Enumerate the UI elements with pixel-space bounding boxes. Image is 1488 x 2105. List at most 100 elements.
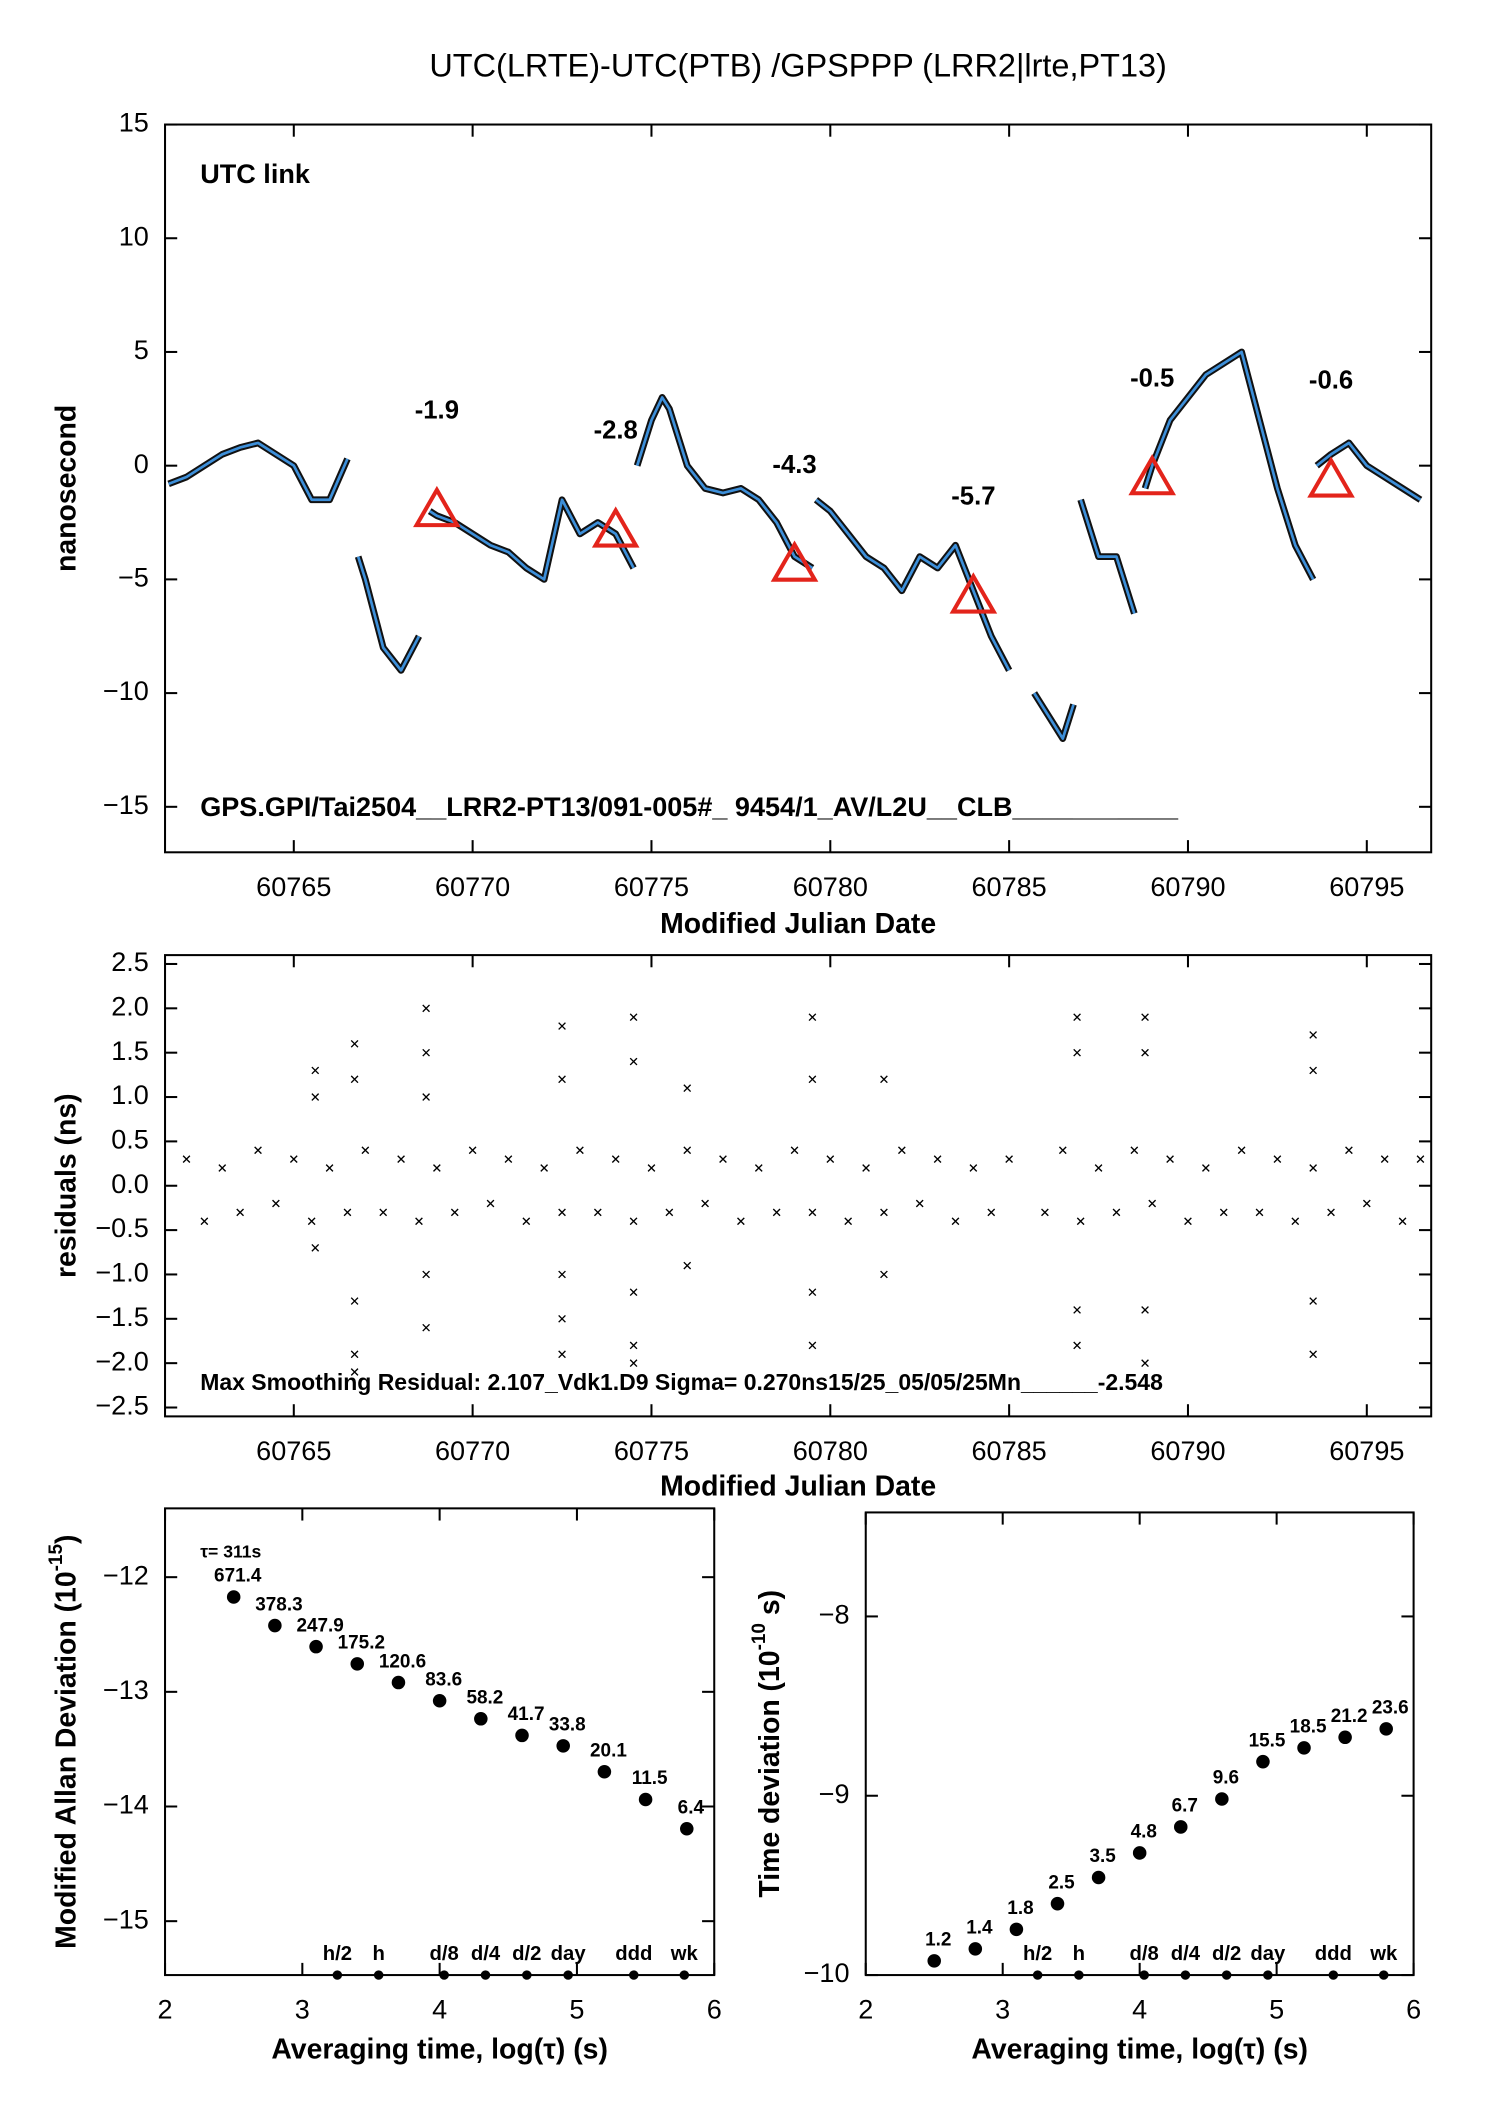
value-label: 1.2 <box>925 1930 951 1951</box>
chart-title: UTC(LRTE)-UTC(PTB) /GPSPPP (LRR2|lrte,PT… <box>429 47 1167 83</box>
point <box>1309 1031 1318 1039</box>
x-axis-label: Averaging time, log(τ) (s) <box>971 2033 1308 2065</box>
point <box>790 1146 799 1155</box>
point <box>629 1013 638 1022</box>
time-mark <box>522 1970 532 1980</box>
point <box>597 1764 612 1779</box>
y-axis-label-text: Time deviation (10 <box>754 1650 786 1897</box>
x-tick-label: 60785 <box>972 872 1047 902</box>
y-axis-label: nanosecond <box>50 405 82 572</box>
point <box>422 1093 430 1101</box>
point <box>343 1208 352 1217</box>
y-tick-label: −2.5 <box>95 1391 148 1421</box>
time-mark-label: d/2 <box>1212 1943 1241 1965</box>
y-tick-label: 0.5 <box>111 1125 149 1155</box>
point <box>933 1155 942 1163</box>
point <box>647 1164 656 1172</box>
x-axis-label: Modified Julian Date <box>660 1471 936 1503</box>
x-tick-label: 60770 <box>435 1436 510 1466</box>
time-mark <box>1032 1970 1043 1980</box>
value-label: 15.5 <box>1249 1730 1286 1751</box>
point <box>311 1066 320 1075</box>
point <box>433 1164 441 1172</box>
point <box>629 1217 638 1226</box>
point <box>826 1155 835 1163</box>
point <box>504 1155 513 1163</box>
point <box>1130 1146 1139 1155</box>
point <box>808 1013 817 1022</box>
value-label: 33.8 <box>549 1715 586 1736</box>
y-tick-label: −10 <box>103 676 149 706</box>
point <box>1398 1217 1407 1226</box>
point <box>1273 1155 1282 1163</box>
point <box>1073 1306 1081 1314</box>
point <box>486 1199 495 1208</box>
x-tick-label: 60780 <box>793 1436 868 1466</box>
x-tick-label: 2 <box>858 1995 873 2025</box>
marker-label: -1.9 <box>415 396 459 424</box>
time-mark-label: day <box>1250 1943 1286 1965</box>
x-tick-label: 60775 <box>614 1436 689 1466</box>
x-axis-label: Modified Julian Date <box>660 908 936 940</box>
y-tick-label: −13 <box>103 1675 149 1705</box>
value-label: 4.8 <box>1131 1822 1157 1843</box>
point <box>1094 1164 1103 1172</box>
point <box>683 1261 692 1270</box>
value-label: 247.9 <box>296 1615 343 1636</box>
point <box>1041 1208 1049 1217</box>
point <box>350 1368 359 1376</box>
value-label: 58.2 <box>466 1687 503 1708</box>
point <box>515 1728 529 1743</box>
point <box>422 1323 430 1332</box>
x-tick-label: 60795 <box>1329 872 1404 902</box>
plot-frame <box>164 954 1433 1418</box>
y-tick-label: 5 <box>134 335 149 365</box>
point <box>1073 1013 1081 1022</box>
point <box>254 1146 262 1155</box>
value-label: 11.5 <box>632 1768 668 1789</box>
y-tick-label: 0 <box>134 449 149 479</box>
point <box>361 1146 370 1155</box>
x-tick-label: 60790 <box>1150 872 1225 902</box>
time-mark <box>480 1970 491 1980</box>
x-tick-label: 6 <box>707 1995 722 2025</box>
y-tick-label: −1.0 <box>95 1258 148 1288</box>
time-mark <box>1074 1970 1084 1980</box>
marker-label: -5.7 <box>951 483 995 511</box>
y-tick-label: 0.0 <box>111 1169 149 1199</box>
y-axis-label: residuals (ns) <box>50 1093 82 1278</box>
point <box>1215 1792 1229 1806</box>
point <box>754 1164 763 1172</box>
point <box>540 1164 549 1172</box>
point <box>1362 1199 1371 1208</box>
point <box>1327 1208 1335 1217</box>
annotation: τ= 311s <box>200 1542 261 1562</box>
x-tick-label: 60765 <box>256 872 331 902</box>
point <box>719 1155 727 1163</box>
point <box>556 1739 570 1753</box>
point <box>1132 1846 1147 1860</box>
point <box>1184 1217 1192 1226</box>
point <box>969 1164 978 1172</box>
point <box>1091 1870 1106 1885</box>
y-tick-label: 1.5 <box>111 1036 149 1066</box>
x-tick-label: 5 <box>569 1995 584 2025</box>
point <box>422 1270 430 1279</box>
point <box>379 1208 388 1217</box>
point <box>268 1618 282 1633</box>
point <box>1058 1146 1067 1155</box>
point <box>558 1208 566 1217</box>
point <box>289 1155 298 1163</box>
y-axis-label-exp: -10 <box>749 1623 770 1650</box>
time-mark-label: h/2 <box>1023 1943 1052 1965</box>
time-mark-label: day <box>551 1943 587 1965</box>
point <box>307 1217 316 1226</box>
point <box>1219 1208 1228 1217</box>
point <box>309 1639 323 1654</box>
value-label: 3.5 <box>1089 1846 1115 1867</box>
point <box>1173 1820 1188 1834</box>
y-tick-label: −15 <box>103 790 149 820</box>
point <box>1256 1754 1270 1769</box>
x-tick-label: 60785 <box>972 1436 1047 1466</box>
